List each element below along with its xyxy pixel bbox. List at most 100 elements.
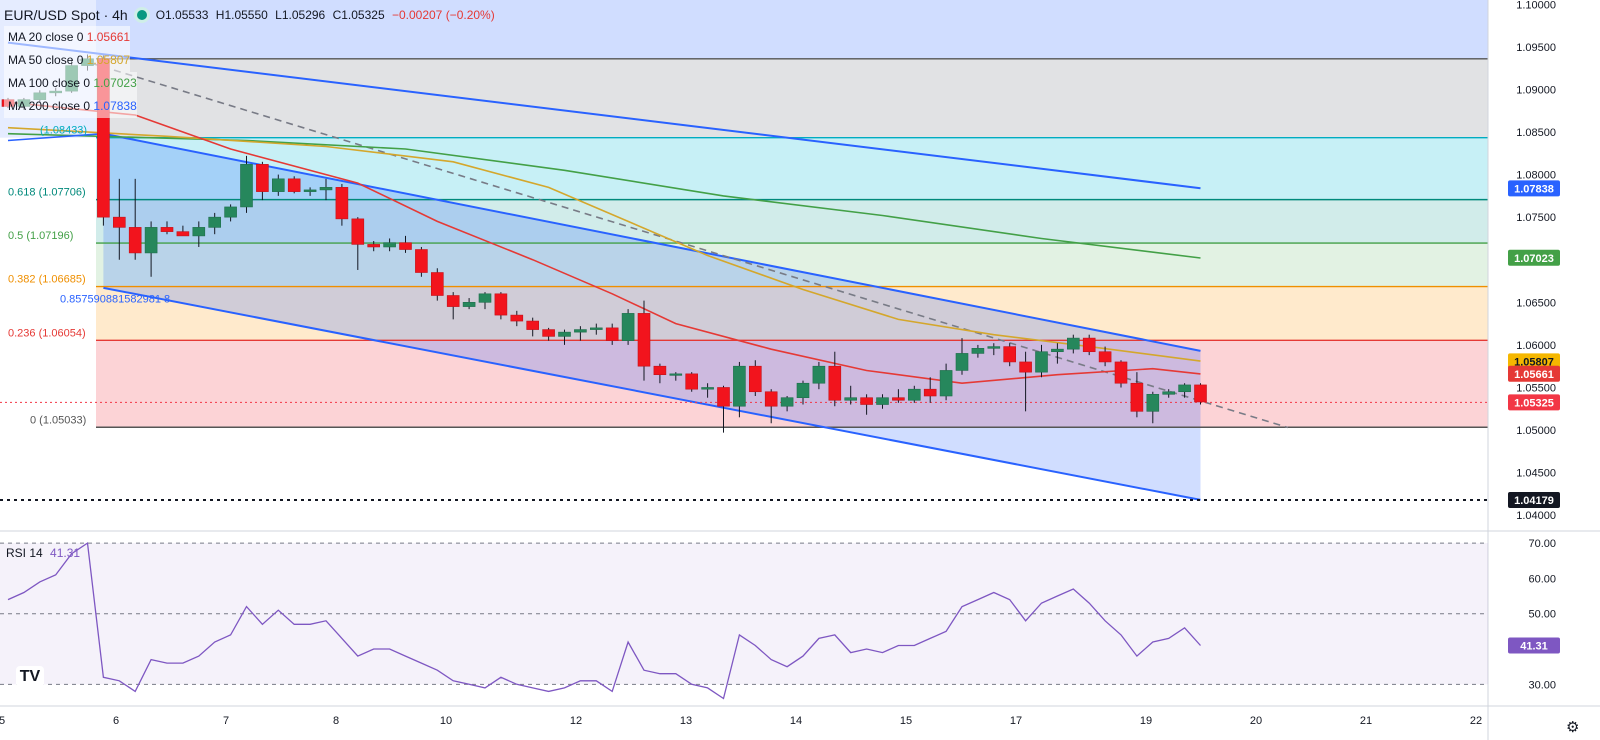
ma50-legend[interactable]: MA 50 close 0 1.05807 xyxy=(4,49,131,72)
candle-body-29 xyxy=(462,302,476,307)
candle-body-66 xyxy=(1051,348,1064,353)
fib-zone-1 xyxy=(96,58,1488,138)
candle-body-9 xyxy=(144,227,158,254)
candle-body-25 xyxy=(399,242,412,250)
fib-zone-3 xyxy=(96,199,1488,244)
ma20-legend[interactable]: MA 20 close 0 1.05661 xyxy=(4,26,131,49)
price-label-5: 1.04179 xyxy=(1514,495,1554,507)
rsi-tick-label-2: 50.00 xyxy=(1528,609,1556,621)
candle-body-12 xyxy=(192,227,206,237)
candle-body-40 xyxy=(637,313,651,367)
candle-body-13 xyxy=(208,216,221,228)
symbol-row: EUR/USD Spot · 4h O1.05533 H1.05550 L1.0… xyxy=(4,4,499,26)
candle-body-49 xyxy=(780,397,794,407)
time-tick-label-3: 8 xyxy=(333,715,339,727)
ma100-line xyxy=(7,132,1201,259)
time-tick-label-12: 21 xyxy=(1360,715,1372,727)
rsi-line xyxy=(7,541,1201,700)
price-label-1: 1.07023 xyxy=(1514,253,1554,265)
candle-body-61 xyxy=(971,348,985,354)
price-tick-label-10: 1.05000 xyxy=(1516,425,1556,437)
candle-body-16 xyxy=(256,164,269,192)
candle-body-73 xyxy=(1162,391,1175,395)
ma200-line xyxy=(7,132,104,142)
price-tick-label-2: 1.09000 xyxy=(1516,84,1556,96)
tradingview-logo-icon[interactable]: TV xyxy=(16,666,44,688)
price-label-0: 1.07838 xyxy=(1514,183,1554,195)
chart-legend: EUR/USD Spot · 4h O1.05533 H1.05550 L1.0… xyxy=(4,4,499,118)
candle-body-71 xyxy=(1130,382,1144,412)
candle-body-10 xyxy=(160,227,174,232)
candle-body-38 xyxy=(605,327,619,341)
fib-zone-6 xyxy=(96,340,1488,428)
close-value: C1.05325 xyxy=(332,8,385,22)
ohlc-values: O1.05533 H1.05550 L1.05296 C1.05325 −0.0… xyxy=(156,8,499,22)
time-tick-label-8: 15 xyxy=(900,715,912,727)
candle-body-28 xyxy=(446,295,460,307)
candle-body-43 xyxy=(685,373,699,390)
rsi-tick-label-1: 60.00 xyxy=(1528,573,1556,585)
change-value: −0.00207 (−0.20%) xyxy=(391,8,495,22)
time-tick-label-6: 13 xyxy=(680,715,692,727)
channel-fill xyxy=(103,133,1201,500)
ma200-label: MA 200 close 0 xyxy=(8,99,91,113)
ma-legend-list: MA 20 close 0 1.05661 MA 50 close 0 1.05… xyxy=(4,26,499,118)
price-label-bg-2 xyxy=(1508,353,1560,370)
candle-body-18 xyxy=(287,178,301,192)
price-tick-label-11: 1.04500 xyxy=(1516,468,1556,480)
candle-body-46 xyxy=(733,365,746,407)
price-label-bg-4 xyxy=(1508,394,1560,411)
candle-body-41 xyxy=(653,365,667,376)
candle-body-44 xyxy=(701,387,714,390)
rsi-value: 41.31 xyxy=(50,546,81,560)
time-tick-label-7: 14 xyxy=(790,715,802,727)
fib-label-5: 0.236 (1.06054) xyxy=(8,327,86,339)
fib-zone-0 xyxy=(96,0,1488,59)
price-tick-label-8: 1.06000 xyxy=(1516,340,1556,352)
candle-body-37 xyxy=(589,327,603,330)
ma20-label: MA 20 close 0 xyxy=(8,30,84,44)
candle-body-34 xyxy=(542,329,555,337)
candle-body-68 xyxy=(1082,337,1096,353)
long-trend-line xyxy=(7,41,1201,190)
price-tick-label-12: 1.04000 xyxy=(1516,510,1556,522)
settings-gear-icon[interactable]: ⚙ xyxy=(1566,719,1580,736)
market-status-icon xyxy=(133,7,150,23)
ma200-value: 1.07838 xyxy=(93,99,137,113)
rsi-price-label-bg xyxy=(1508,637,1560,654)
ma100-label: MA 100 close 0 xyxy=(8,76,91,90)
candle-body-51 xyxy=(812,365,826,384)
ma50-label: MA 50 close 0 xyxy=(8,53,84,67)
candle-body-24 xyxy=(383,242,396,248)
price-tick-label-4: 1.08000 xyxy=(1516,170,1556,182)
price-label-bg-0 xyxy=(1508,180,1560,197)
candle-body-53 xyxy=(844,397,858,401)
price-tick-label-0: 1.10000 xyxy=(1516,0,1556,11)
candle-body-55 xyxy=(876,397,889,405)
ma100-legend[interactable]: MA 100 close 0 1.07023 xyxy=(4,72,137,95)
ma200-legend[interactable]: MA 200 close 0 1.07838 xyxy=(4,95,137,118)
price-tick-label-1: 1.09500 xyxy=(1516,42,1556,54)
candle-body-63 xyxy=(1003,346,1017,363)
candle-body-21 xyxy=(335,187,349,220)
fib-label-6: 0 (1.05033) xyxy=(30,414,86,426)
candle-body-20 xyxy=(319,187,333,191)
price-tick-label-9: 1.05500 xyxy=(1516,382,1556,394)
rsi-legend[interactable]: RSI 14 41.31 xyxy=(6,546,80,560)
candle-body-65 xyxy=(1035,351,1048,373)
candle-body-47 xyxy=(748,365,762,393)
fib-label-3: 0.382 (1.06685) xyxy=(8,274,86,286)
low-value: L1.05296 xyxy=(275,8,326,22)
channel-lower-line xyxy=(103,286,1201,501)
fib-label-0: (1.08433) xyxy=(40,125,87,137)
candle-body-74 xyxy=(1178,384,1191,393)
candle-body-32 xyxy=(510,314,524,322)
candle-body-23 xyxy=(367,244,381,248)
candle-body-8 xyxy=(128,227,142,254)
candle-body-59 xyxy=(939,370,953,397)
candle-body-48 xyxy=(764,391,778,407)
ma100-value: 1.07023 xyxy=(93,76,137,90)
candle-body-22 xyxy=(351,218,365,245)
symbol-title[interactable]: EUR/USD Spot · 4h xyxy=(4,7,128,23)
candle-body-30 xyxy=(478,293,492,303)
